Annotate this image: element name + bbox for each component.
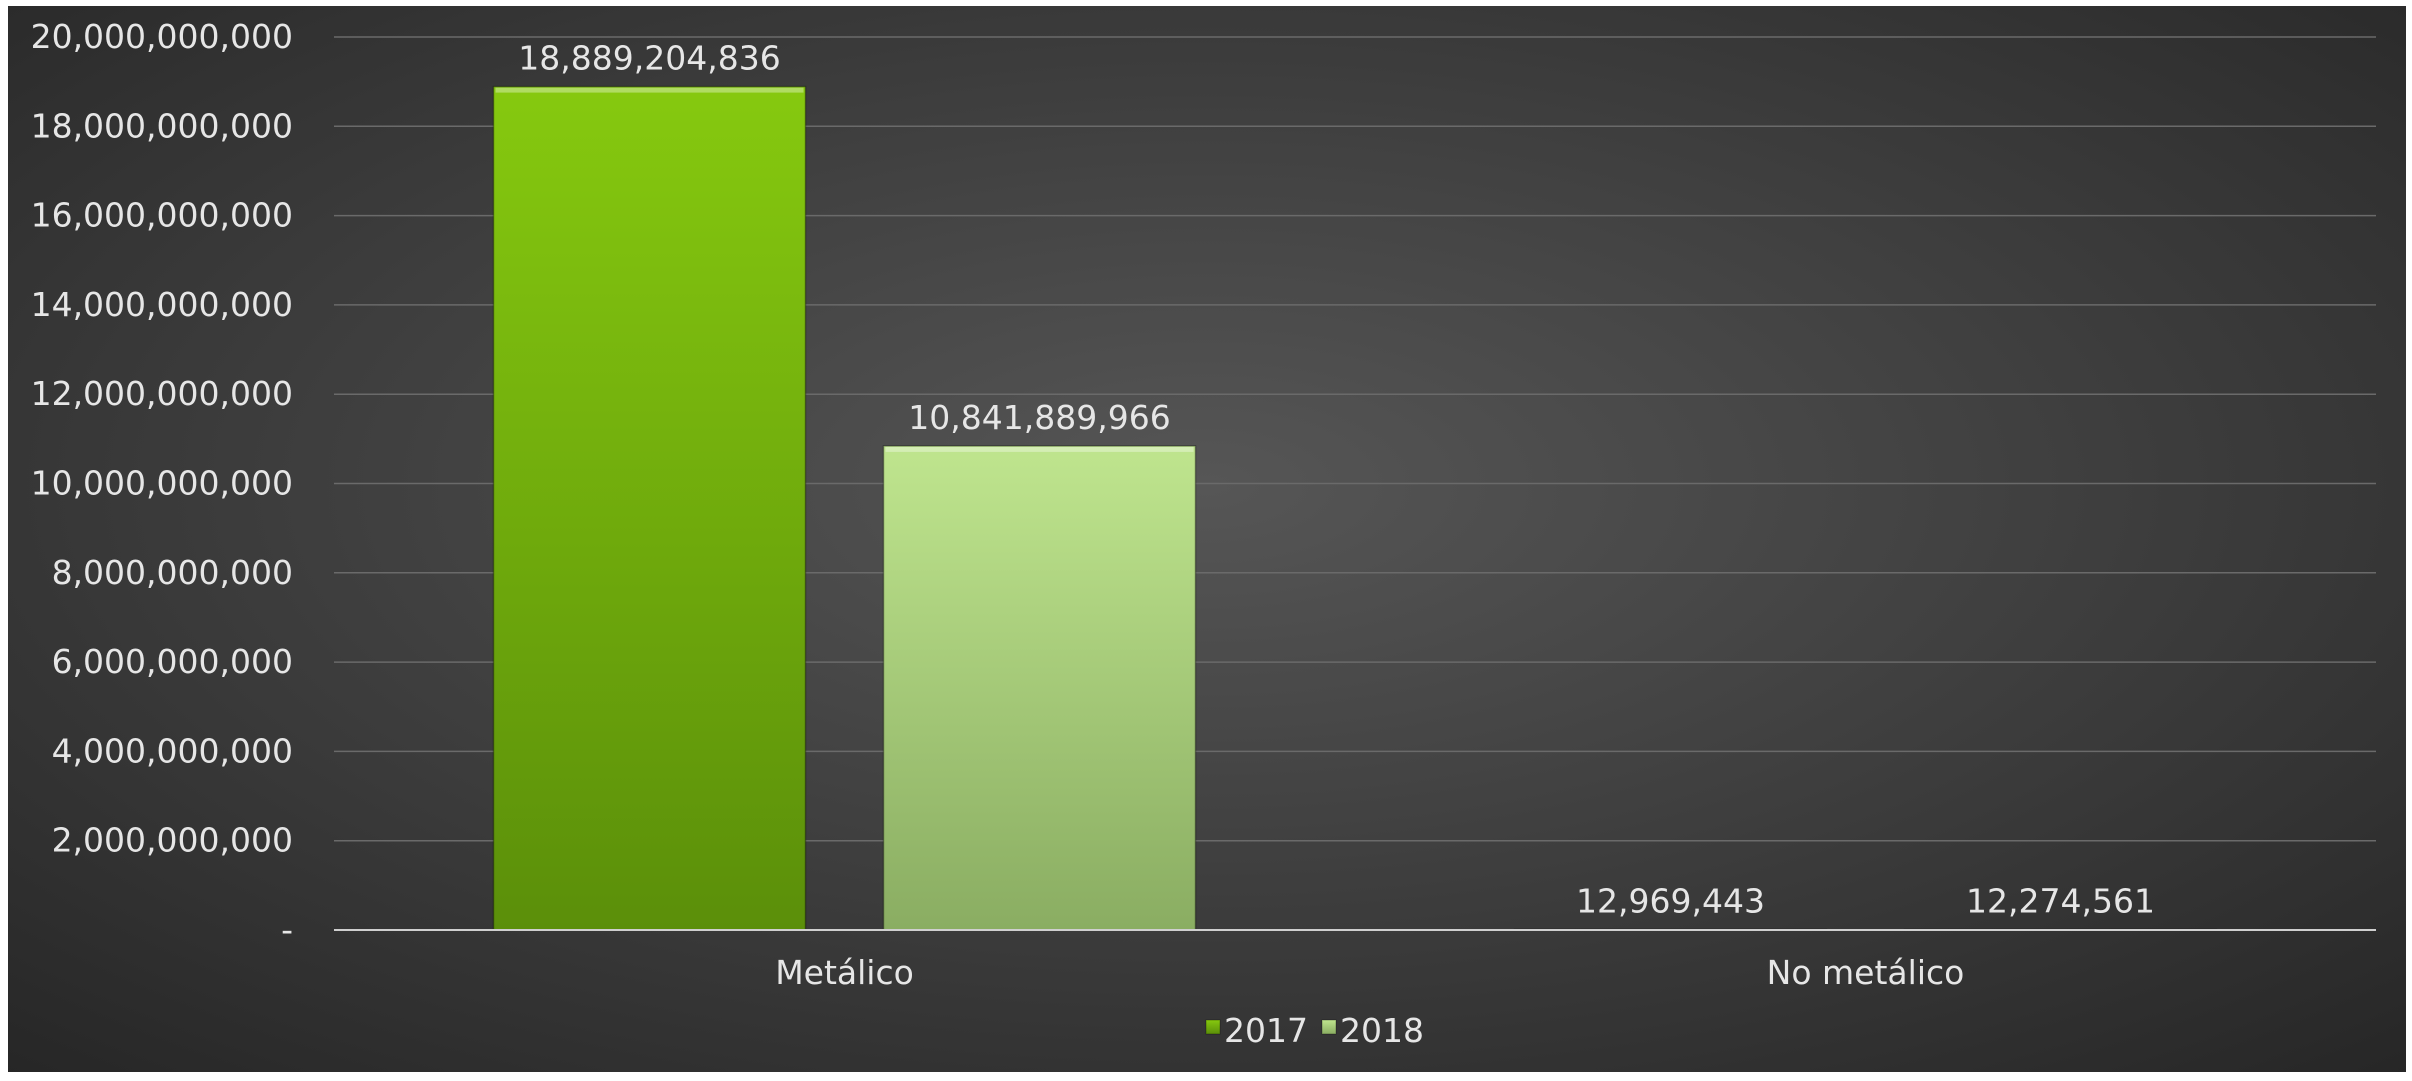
plot-area-background (8, 6, 2406, 1072)
bar-highlight (885, 446, 1194, 452)
bar (492, 85, 807, 931)
data-labels: 18,889,204,836 10,841,889,966 12,969,443 12… (518, 39, 2155, 921)
data-label: 12,274,561 (1966, 881, 2155, 920)
y-tick-label: - (281, 910, 293, 949)
y-tick-label: 6,000,000,000 (52, 642, 293, 681)
data-label: 10,841,889,966 (908, 398, 1170, 437)
legend-label: 2017 (1224, 1011, 1308, 1050)
y-tick-label: 2,000,000,000 (52, 821, 293, 860)
y-tick-label: 14,000,000,000 (31, 285, 293, 324)
x-category-label: Metálico (775, 953, 914, 992)
y-tick-label: 10,000,000,000 (31, 464, 293, 503)
y-tick-label: 4,000,000,000 (52, 731, 293, 770)
legend-swatch (1205, 1019, 1221, 1035)
x-category-label: No metálico (1767, 953, 1965, 992)
y-tick-label: 20,000,000,000 (31, 17, 293, 56)
legend-swatch (1321, 1019, 1337, 1035)
x-axis-category-labels: Metálico No metálico (775, 953, 1964, 992)
y-tick-label: 18,000,000,000 (31, 106, 293, 145)
y-tick-label: 8,000,000,000 (52, 553, 293, 592)
legend-item: 2017 (1205, 1011, 1308, 1050)
data-label: 18,889,204,836 (518, 39, 780, 78)
data-label: 12,969,443 (1576, 881, 1765, 920)
legend-item: 2018 (1321, 1011, 1424, 1050)
legend: 2017 2018 (1205, 1011, 1424, 1050)
bar-highlight (495, 87, 804, 93)
bars (492, 85, 2218, 931)
y-axis-tick-labels: - 2,000,000,000 4,000,000,000 6,000,000,000… (31, 17, 293, 949)
y-tick-label: 12,000,000,000 (31, 374, 293, 413)
bar (882, 445, 1197, 931)
legend-label: 2018 (1340, 1011, 1424, 1050)
y-tick-label: 16,000,000,000 (31, 196, 293, 235)
